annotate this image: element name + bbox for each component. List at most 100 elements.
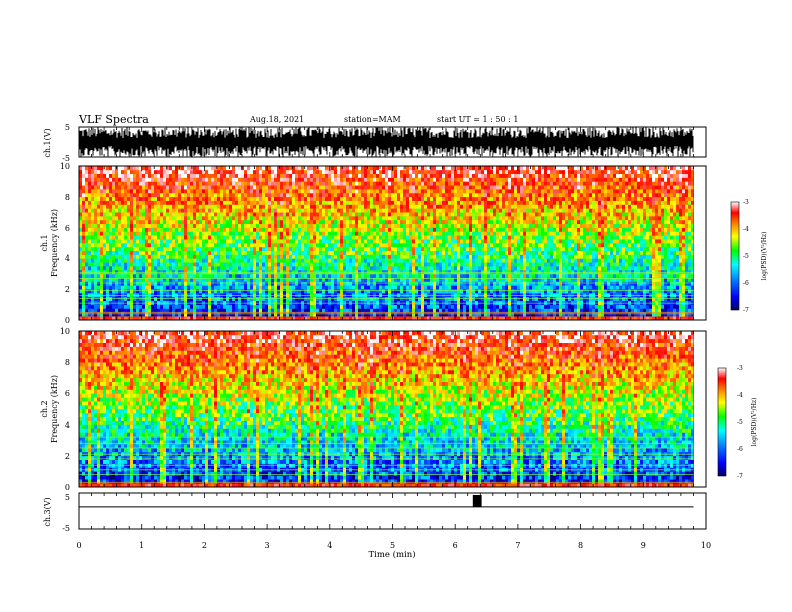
ch1-spectrogram-cell bbox=[244, 281, 247, 286]
ch1-spectrogram-cell bbox=[79, 243, 82, 248]
ch1-spectrogram-cell bbox=[241, 177, 244, 182]
ch1-spectrogram-cell bbox=[436, 173, 439, 178]
ch1-spectrogram-cell bbox=[256, 262, 259, 267]
ch1-spectrogram-cell bbox=[103, 239, 106, 244]
ch1-spectrogram-cell bbox=[415, 227, 418, 232]
ch1-spectrogram-cell bbox=[211, 219, 214, 225]
ch1-spectrogram-cell bbox=[190, 173, 193, 178]
ch1-spectrogram-cell bbox=[196, 243, 199, 248]
ch1-spectrogram-cell bbox=[79, 192, 82, 198]
ch1-spectrogram-cell bbox=[427, 177, 430, 182]
ch1-spectrogram-cell bbox=[385, 212, 388, 217]
ch1-spectrogram-cell bbox=[259, 258, 262, 263]
ch1-spectrogram-cell bbox=[238, 212, 241, 217]
ch1-spectrogram-cell bbox=[400, 289, 403, 294]
ch1-spectrogram-cell bbox=[91, 166, 94, 171]
ch1-spectrogram-cell bbox=[133, 296, 136, 302]
ch1-spectrogram-cell bbox=[352, 166, 355, 171]
ch1-spectrogram-cell bbox=[373, 316, 376, 321]
ch1-spectrogram-cell bbox=[88, 204, 91, 209]
ch1-spectrogram-cell bbox=[322, 289, 325, 294]
ch1-spectrogram-cell bbox=[316, 304, 319, 309]
ch1-spectrogram-cell bbox=[340, 216, 343, 221]
ch1-spectrogram-cell bbox=[103, 246, 106, 251]
ch1-spectrogram-cell bbox=[163, 258, 166, 263]
ch1-spectrogram-cell bbox=[247, 204, 250, 209]
ch1-spectrogram-cell bbox=[139, 243, 142, 248]
ch1-spectrogram-cell bbox=[79, 196, 82, 201]
ch1-spectrogram-cell bbox=[325, 219, 328, 225]
ch1-spectrogram-cell bbox=[220, 208, 223, 213]
ch1-spectrogram-cell bbox=[403, 200, 406, 205]
ch1-spectrogram-cell bbox=[247, 239, 250, 244]
ch1-spectrogram-cell bbox=[289, 239, 292, 244]
ch1-spectrogram-cell bbox=[217, 223, 220, 228]
ch1-spectrogram-cell bbox=[202, 250, 205, 255]
ch1-spectrogram-cell bbox=[247, 169, 250, 174]
ch1-spectrogram-cell bbox=[325, 185, 328, 190]
ch1-spectrogram-cell bbox=[277, 285, 280, 290]
ch1-spectrogram-cell bbox=[121, 246, 124, 251]
ch1-spectrogram-cell bbox=[370, 227, 373, 232]
ch1-spectrogram-cell bbox=[229, 235, 232, 240]
ch1-spectrogram-cell bbox=[373, 246, 376, 251]
ch1-spectrogram-cell bbox=[307, 258, 310, 263]
ch1-spectrogram-cell bbox=[412, 273, 415, 278]
ch1-spectrogram-cell bbox=[388, 308, 391, 313]
ch1-spectrogram-cell bbox=[397, 235, 400, 240]
ch1-spectrogram-cell bbox=[313, 166, 316, 171]
ch1-spectrogram-cell bbox=[340, 169, 343, 174]
ch1-spectrogram-cell bbox=[232, 185, 235, 190]
ch1-spectrogram-cell bbox=[343, 173, 346, 178]
ch1-spectrogram-cell bbox=[232, 189, 235, 194]
ch1-spectrogram-cell bbox=[181, 185, 184, 190]
ch1-spectrogram-cell bbox=[361, 166, 364, 171]
ch1-spectrogram-cell bbox=[421, 212, 424, 217]
ch1-spectrogram-cell bbox=[337, 239, 340, 244]
ch1-spectrogram-cell bbox=[226, 285, 229, 290]
ch1-spectrogram-cell bbox=[400, 216, 403, 221]
ch1-spectrogram-cell bbox=[304, 231, 307, 236]
ch1-spectrogram-cell bbox=[157, 216, 160, 221]
ch1-spectrogram-cell bbox=[118, 219, 121, 225]
ch1-spectrogram-cell bbox=[370, 192, 373, 198]
ch1-spectrogram-cell bbox=[211, 308, 214, 313]
ch1-spectrogram-cell bbox=[361, 177, 364, 182]
ch1-spectrogram-cell bbox=[193, 235, 196, 240]
ch1-spectrogram-cell bbox=[319, 208, 322, 213]
ch1-spectrogram-cell bbox=[430, 208, 433, 213]
ch1-spectrogram-cell bbox=[391, 185, 394, 190]
ch1-spectrogram-cell bbox=[274, 212, 277, 217]
ch1-spectrogram-cell bbox=[358, 216, 361, 221]
ch1-spectrogram-cell bbox=[283, 254, 286, 259]
ch1-spectrogram-cell bbox=[160, 223, 163, 228]
ch1-spectrogram-cell bbox=[334, 189, 337, 194]
ch1-spectrogram-cell bbox=[313, 173, 316, 178]
ch1-spectrogram-cell bbox=[181, 277, 184, 282]
ch1-spectrogram-cell bbox=[208, 258, 211, 263]
ch1-spectrogram-cell bbox=[169, 243, 172, 248]
ch1-spectrogram-cell bbox=[139, 289, 142, 294]
ch1-spectrogram-cell bbox=[211, 281, 214, 286]
ch1-spectrogram-cell bbox=[361, 296, 364, 302]
ch1-spectrogram-cell bbox=[334, 231, 337, 236]
ch1-spectrogram-cell bbox=[400, 223, 403, 228]
ch1-spectrogram-cell bbox=[88, 212, 91, 217]
ch1-spectrogram-cell bbox=[127, 316, 130, 321]
ch1-spectrogram-cell bbox=[412, 204, 415, 209]
ch1-spectrogram-cell bbox=[412, 169, 415, 174]
ch1-spectrogram-cell bbox=[103, 204, 106, 209]
ch1-spectrogram-cell bbox=[322, 208, 325, 213]
ch1-spectrogram-cell bbox=[187, 246, 190, 251]
ch1-spectrogram-cell bbox=[145, 204, 148, 209]
ch1-spectrogram-cell bbox=[334, 216, 337, 221]
ch1-spectrogram-cell bbox=[241, 185, 244, 190]
ch1-spectrogram-cell bbox=[373, 216, 376, 221]
ch1-spectrogram-cell bbox=[436, 243, 439, 248]
ch1-spectrogram-cell bbox=[259, 200, 262, 205]
ch1-spectrogram-cell bbox=[349, 192, 352, 198]
ch1-spectrogram-cell bbox=[223, 243, 226, 248]
ch1-spectrogram-cell bbox=[196, 231, 199, 236]
ch1-spectrogram-cell bbox=[409, 196, 412, 201]
ch1-spectrogram-cell bbox=[325, 169, 328, 174]
